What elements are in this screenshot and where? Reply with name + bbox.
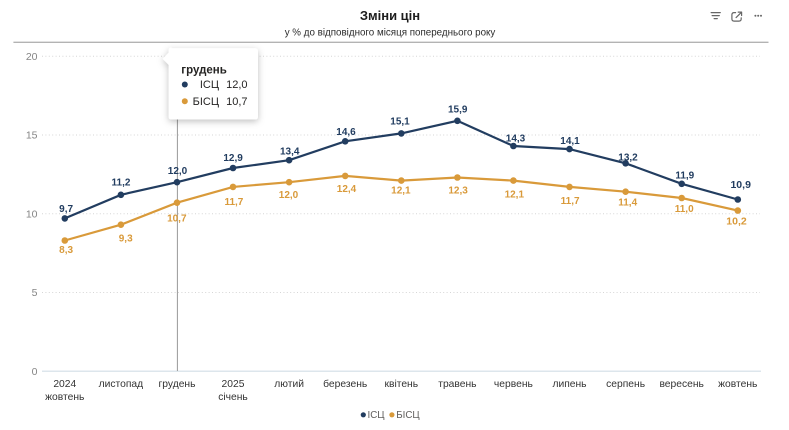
- svg-text:2024: 2024: [53, 379, 76, 390]
- svg-text:ІСЦ: ІСЦ: [368, 410, 386, 421]
- svg-text:13,4: 13,4: [280, 146, 300, 157]
- svg-text:травень: травень: [438, 379, 476, 390]
- svg-text:14,6: 14,6: [336, 127, 356, 138]
- svg-text:20: 20: [26, 51, 38, 63]
- svg-text:10,7: 10,7: [167, 214, 187, 225]
- svg-text:квітень: квітень: [384, 379, 418, 390]
- svg-text:15: 15: [26, 130, 38, 142]
- svg-text:12,9: 12,9: [223, 153, 243, 164]
- svg-text:11,4: 11,4: [618, 198, 637, 209]
- svg-text:8,3: 8,3: [59, 245, 73, 256]
- svg-text:10,2: 10,2: [726, 216, 747, 228]
- svg-text:5: 5: [32, 287, 38, 299]
- svg-text:грудень: грудень: [159, 379, 196, 390]
- svg-text:12,4: 12,4: [337, 184, 357, 195]
- svg-text:10,7: 10,7: [226, 96, 247, 108]
- svg-text:10: 10: [26, 208, 38, 220]
- svg-text:жовтень: жовтень: [718, 379, 757, 390]
- svg-text:у % до відповідного місяця поп: у % до відповідного місяця попереднього …: [285, 28, 496, 39]
- svg-text:10,9: 10,9: [730, 179, 751, 191]
- svg-text:9,3: 9,3: [119, 234, 133, 245]
- svg-text:14,1: 14,1: [560, 136, 580, 147]
- svg-text:січень: січень: [218, 392, 248, 403]
- svg-text:ІСЦ: ІСЦ: [200, 79, 219, 91]
- svg-text:12,1: 12,1: [391, 186, 411, 197]
- svg-text:грудень: грудень: [181, 65, 226, 77]
- svg-text:0: 0: [32, 366, 38, 378]
- svg-text:листопад: листопад: [99, 379, 144, 390]
- svg-text:12,0: 12,0: [168, 166, 188, 177]
- svg-text:жовтень: жовтень: [45, 392, 84, 403]
- svg-text:вересень: вересень: [659, 379, 703, 390]
- svg-text:лютий: лютий: [274, 379, 304, 390]
- svg-text:11,7: 11,7: [561, 196, 580, 207]
- svg-text:Зміни цін: Зміни цін: [360, 8, 420, 23]
- svg-text:15,9: 15,9: [448, 104, 468, 115]
- svg-text:2025: 2025: [222, 379, 245, 390]
- svg-text:15,1: 15,1: [390, 117, 410, 128]
- svg-text:БІСЦ: БІСЦ: [193, 96, 219, 108]
- svg-text:12,3: 12,3: [448, 186, 468, 197]
- svg-text:березень: березень: [323, 378, 367, 390]
- svg-text:БІСЦ: БІСЦ: [396, 410, 420, 421]
- svg-text:серпень: серпень: [606, 379, 645, 390]
- svg-text:12,1: 12,1: [505, 189, 525, 200]
- svg-text:13,2: 13,2: [618, 153, 638, 164]
- svg-text:9,7: 9,7: [59, 204, 73, 215]
- svg-text:липень: липень: [552, 379, 586, 390]
- svg-text:12,0: 12,0: [279, 190, 299, 201]
- svg-text:11,9: 11,9: [675, 171, 694, 182]
- svg-text:11,0: 11,0: [675, 204, 694, 215]
- svg-text:12,0: 12,0: [226, 79, 247, 91]
- svg-text:14,3: 14,3: [506, 134, 526, 145]
- svg-text:11,2: 11,2: [112, 178, 131, 189]
- svg-text:червень: червень: [494, 379, 533, 390]
- svg-text:11,7: 11,7: [224, 197, 243, 208]
